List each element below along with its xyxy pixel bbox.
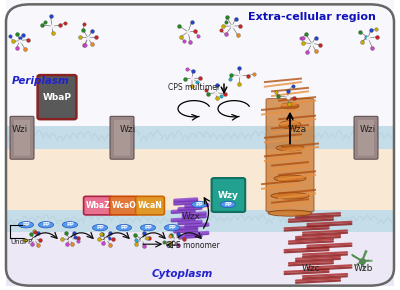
Text: PP: PP [168, 225, 176, 230]
Ellipse shape [274, 175, 306, 182]
Bar [6, 126, 394, 149]
Ellipse shape [140, 224, 156, 231]
Text: Periplasm: Periplasm [12, 76, 70, 86]
Text: Cytoplasm: Cytoplasm [152, 269, 213, 279]
FancyBboxPatch shape [14, 120, 30, 156]
Bar [6, 210, 394, 232]
Bar [6, 0, 394, 126]
Text: Wzb: Wzb [354, 264, 373, 273]
Ellipse shape [271, 193, 309, 199]
FancyBboxPatch shape [354, 116, 378, 159]
Text: Wzc: Wzc [302, 264, 321, 273]
Ellipse shape [192, 201, 207, 208]
Text: Wzi: Wzi [12, 124, 28, 134]
Text: PP: PP [66, 222, 74, 227]
Text: WbaP: WbaP [42, 93, 72, 102]
FancyBboxPatch shape [358, 120, 374, 156]
Ellipse shape [62, 222, 78, 228]
FancyBboxPatch shape [212, 178, 245, 212]
Text: WcaN: WcaN [138, 201, 162, 210]
Text: PP: PP [195, 202, 203, 207]
Text: CPS monomer: CPS monomer [166, 240, 220, 250]
Text: UndPP: UndPP [10, 239, 32, 245]
Text: Wzi: Wzi [120, 124, 136, 134]
FancyBboxPatch shape [38, 75, 76, 119]
Text: PP: PP [22, 222, 30, 227]
FancyBboxPatch shape [266, 99, 314, 212]
Text: PP: PP [224, 202, 232, 207]
Text: WcaO: WcaO [112, 201, 136, 210]
Text: PP: PP [120, 225, 128, 230]
Ellipse shape [276, 145, 304, 151]
FancyBboxPatch shape [110, 196, 138, 215]
Ellipse shape [279, 121, 301, 129]
FancyBboxPatch shape [10, 116, 34, 159]
Ellipse shape [116, 224, 132, 231]
FancyBboxPatch shape [114, 120, 130, 156]
Ellipse shape [268, 210, 312, 216]
Text: Extra-cellular region: Extra-cellular region [248, 12, 376, 22]
Text: Wzy: Wzy [218, 191, 239, 200]
Bar [6, 232, 394, 286]
Ellipse shape [18, 222, 34, 228]
Text: Wzx: Wzx [182, 211, 201, 221]
Text: WbaZ: WbaZ [86, 201, 110, 210]
Text: Wzi: Wzi [360, 124, 376, 134]
Ellipse shape [38, 222, 54, 228]
Ellipse shape [281, 103, 299, 109]
Text: PP: PP [144, 225, 152, 230]
Ellipse shape [164, 224, 180, 231]
FancyBboxPatch shape [136, 196, 164, 215]
FancyBboxPatch shape [84, 196, 112, 215]
Ellipse shape [220, 201, 236, 208]
Text: PP: PP [42, 222, 50, 227]
Bar [6, 149, 394, 210]
Ellipse shape [92, 224, 108, 231]
Text: PP: PP [96, 225, 104, 230]
Text: Wza: Wza [288, 124, 307, 134]
FancyBboxPatch shape [110, 116, 134, 159]
Text: CPS multimer: CPS multimer [168, 82, 220, 92]
